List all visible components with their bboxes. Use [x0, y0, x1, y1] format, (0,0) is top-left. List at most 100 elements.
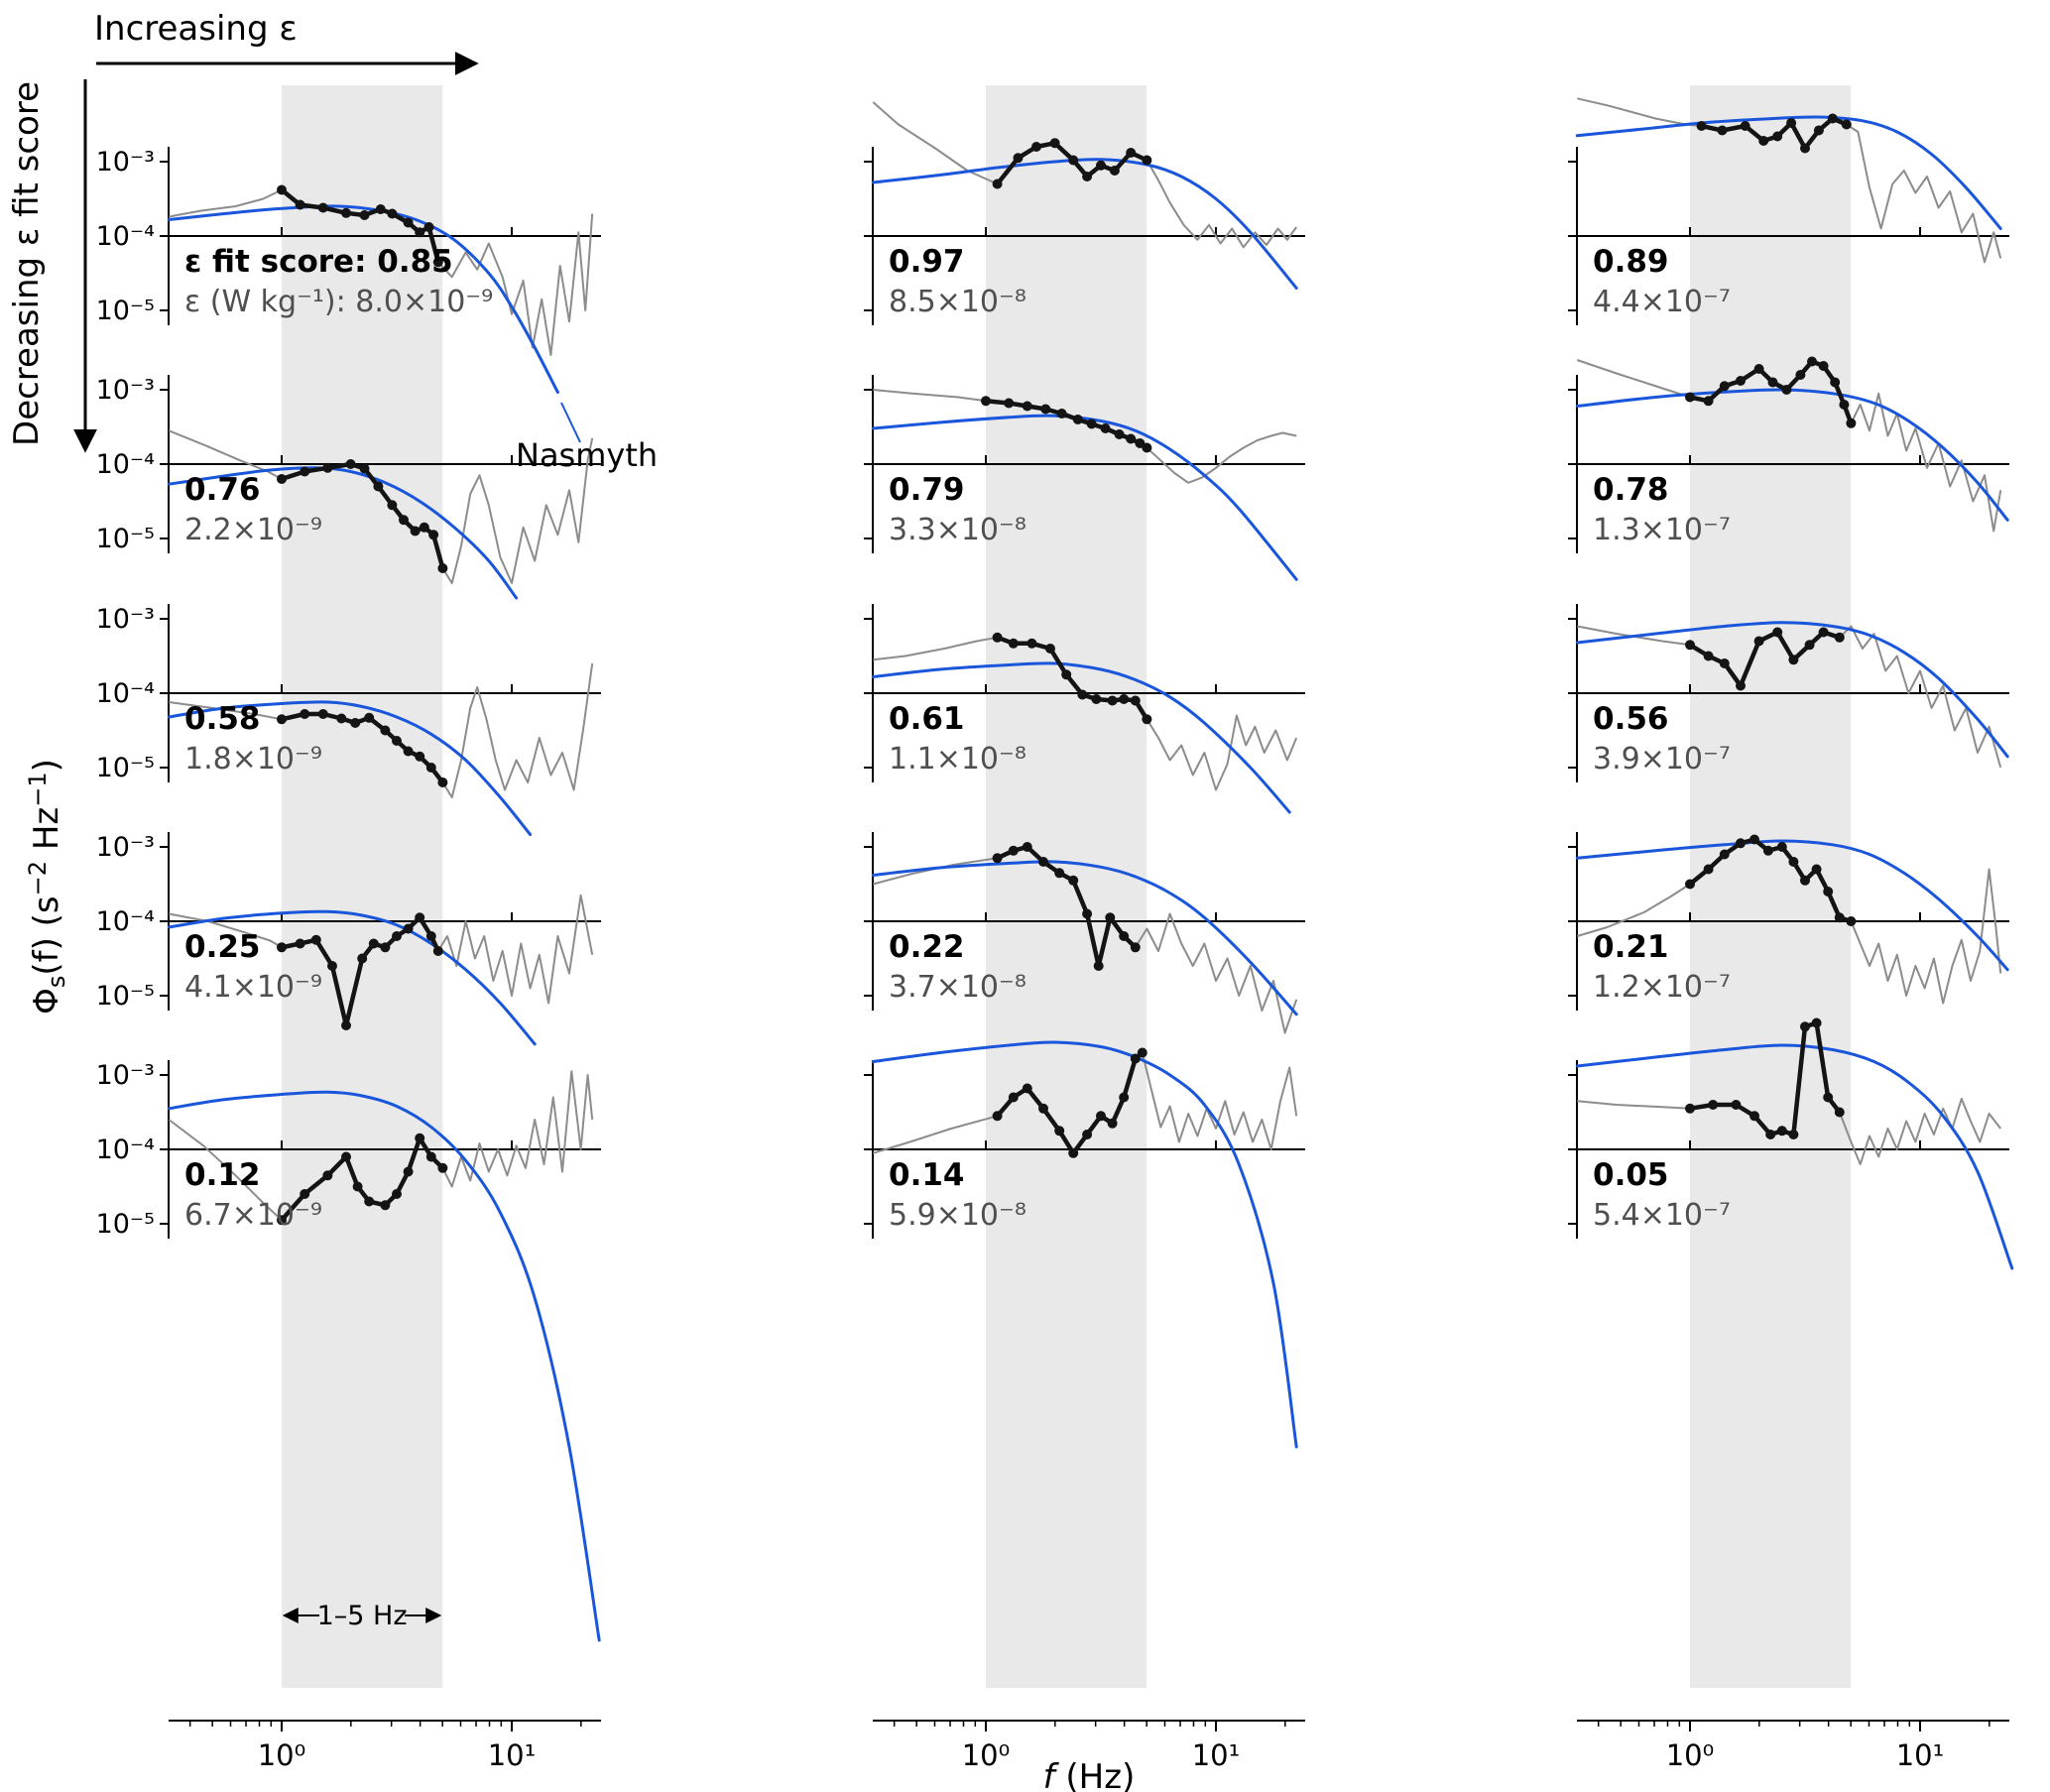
fit-point	[1114, 429, 1125, 439]
panel-r3c2: 0.61 1.1×10⁻⁸	[864, 604, 1305, 814]
fit-point	[1839, 400, 1850, 410]
y-axis-label: Φs(f) (s−2 Hz−1)	[24, 759, 70, 1015]
fit-point	[1703, 651, 1714, 661]
nasmyth-curve	[871, 661, 1291, 814]
fit-point	[992, 632, 1003, 643]
fit-point	[1786, 118, 1797, 128]
curves	[871, 389, 1298, 581]
fit-point	[1762, 845, 1773, 856]
fit-point	[1703, 396, 1714, 407]
score-label: 0.89	[1593, 244, 1669, 280]
curves	[167, 1070, 601, 1642]
score-label: 0.97	[889, 244, 965, 280]
epsilon-label: 8.5×10⁻⁸	[889, 285, 1026, 319]
fit-point	[1109, 166, 1120, 176]
y-tick-label: 10⁻³	[96, 1060, 155, 1091]
fit-point	[1054, 1126, 1065, 1136]
panel-r2c2: 0.79 3.3×10⁻⁸	[864, 375, 1305, 581]
fit-point	[1749, 1111, 1759, 1122]
fit-point	[1086, 418, 1097, 429]
fit-point	[410, 526, 421, 537]
x-tick-label: 10⁰	[962, 1738, 1011, 1772]
x-tick-label: 10¹	[1192, 1738, 1241, 1772]
score-label: 0.21	[1593, 929, 1669, 965]
score-label: ε fit score: 0.85	[184, 244, 453, 280]
nasmyth-curve	[871, 1040, 1298, 1449]
y-tick-label: 10⁻³	[96, 604, 155, 635]
fit-point	[387, 500, 398, 511]
nasmyth-curve	[1575, 1043, 2014, 1270]
y-tick-label: 10⁻³	[96, 147, 155, 178]
fit-point	[1685, 1103, 1695, 1114]
score-label: 0.56	[1593, 701, 1669, 737]
fit-point	[1068, 1147, 1079, 1158]
epsilon-label: 1.2×10⁻⁷	[1593, 970, 1731, 1005]
fit-point	[1740, 121, 1750, 131]
fit-point	[981, 396, 991, 407]
fit-point	[1008, 1092, 1019, 1103]
fit-point	[432, 257, 443, 268]
y-tick-label: 10⁻⁵	[96, 524, 155, 554]
fit-point	[1119, 1092, 1130, 1103]
score-label: 0.22	[889, 929, 965, 965]
nasmyth-curve	[167, 909, 537, 1046]
fit-point	[1800, 1021, 1810, 1032]
fit-point	[415, 227, 425, 238]
score-label: 0.14	[889, 1157, 965, 1193]
fit-point	[1813, 125, 1824, 136]
fit-point	[1788, 655, 1799, 665]
fit-point	[295, 199, 305, 210]
curves	[167, 184, 594, 394]
panel-r1c3: 0.89 4.4×10⁻⁷	[1568, 97, 2009, 325]
nasmyth-curve	[871, 860, 1298, 1016]
nasmyth-curve	[167, 700, 533, 836]
fit-point	[345, 459, 356, 469]
fit-point	[277, 714, 287, 725]
panel-r5c1: 10⁻³ 10⁻⁴ 10⁻⁵ 0.12 6.7×10⁻⁹	[96, 1060, 601, 1642]
score-label: 0.25	[184, 929, 261, 965]
fit-point	[1031, 142, 1041, 152]
fit-point	[1022, 401, 1032, 412]
nasmyth-curve	[871, 414, 1298, 581]
fit-point	[1818, 627, 1829, 638]
fit-point	[425, 931, 436, 941]
fit-point	[1811, 864, 1822, 875]
x-axis-label: f (Hz)	[1043, 1757, 1136, 1792]
fit-point	[403, 746, 414, 757]
fit-point	[380, 942, 391, 953]
x-tick-label: 10⁰	[1666, 1738, 1715, 1772]
fit-point	[1105, 912, 1116, 923]
y-tick-label: 10⁻⁵	[96, 296, 155, 326]
increasing-epsilon-label: Increasing ε	[94, 9, 298, 49]
fit-point	[1719, 849, 1730, 860]
panel-r3c1: 10⁻³ 10⁻⁴ 10⁻⁵ 0.58 1.8×10⁻⁹	[96, 604, 601, 836]
fit-point	[1703, 864, 1714, 875]
epsilon-label: 3.3×10⁻⁸	[889, 513, 1026, 547]
fit-point	[359, 463, 370, 474]
epsilon-label: ε (W kg⁻¹): 8.0×10⁻⁹	[184, 285, 493, 319]
fit-point	[1788, 1130, 1799, 1139]
curves	[871, 1040, 1298, 1449]
fit-point	[317, 709, 328, 719]
fit-point	[295, 938, 305, 949]
fit-point	[1719, 658, 1730, 668]
fit-point	[1767, 377, 1778, 388]
fit-point	[1696, 121, 1707, 131]
nasmyth-pointer-icon	[560, 402, 581, 443]
nasmyth-label: Nasmyth	[516, 436, 658, 474]
x-axis-col3: 10⁰ 10¹	[1577, 1720, 2009, 1772]
panel-r4c1: 10⁻³ 10⁻⁴ 10⁻⁵ 0.25 4.1×10⁻⁹	[96, 832, 601, 1046]
curves	[167, 662, 594, 836]
epsilon-label: 5.4×10⁻⁷	[1593, 1198, 1731, 1233]
fit-point	[1736, 376, 1746, 386]
fit-point	[1038, 857, 1048, 867]
fit-point	[1054, 868, 1065, 879]
fit-point	[1717, 125, 1728, 136]
fit-point	[387, 208, 398, 219]
fit-point	[1045, 644, 1055, 654]
curves	[871, 842, 1298, 1034]
fit-point	[1082, 908, 1093, 919]
fit-point	[1038, 1103, 1048, 1114]
fit-point	[1142, 442, 1152, 453]
